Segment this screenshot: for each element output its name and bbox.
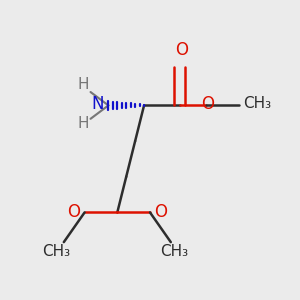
Text: O: O — [67, 202, 80, 220]
Text: H: H — [78, 77, 89, 92]
Text: O: O — [175, 41, 188, 59]
Text: CH₃: CH₃ — [244, 96, 272, 111]
Text: CH₃: CH₃ — [42, 244, 70, 259]
Text: CH₃: CH₃ — [160, 244, 188, 259]
Text: O: O — [154, 202, 167, 220]
Text: N: N — [92, 95, 104, 113]
Text: H: H — [78, 116, 89, 131]
Text: O: O — [202, 95, 214, 113]
